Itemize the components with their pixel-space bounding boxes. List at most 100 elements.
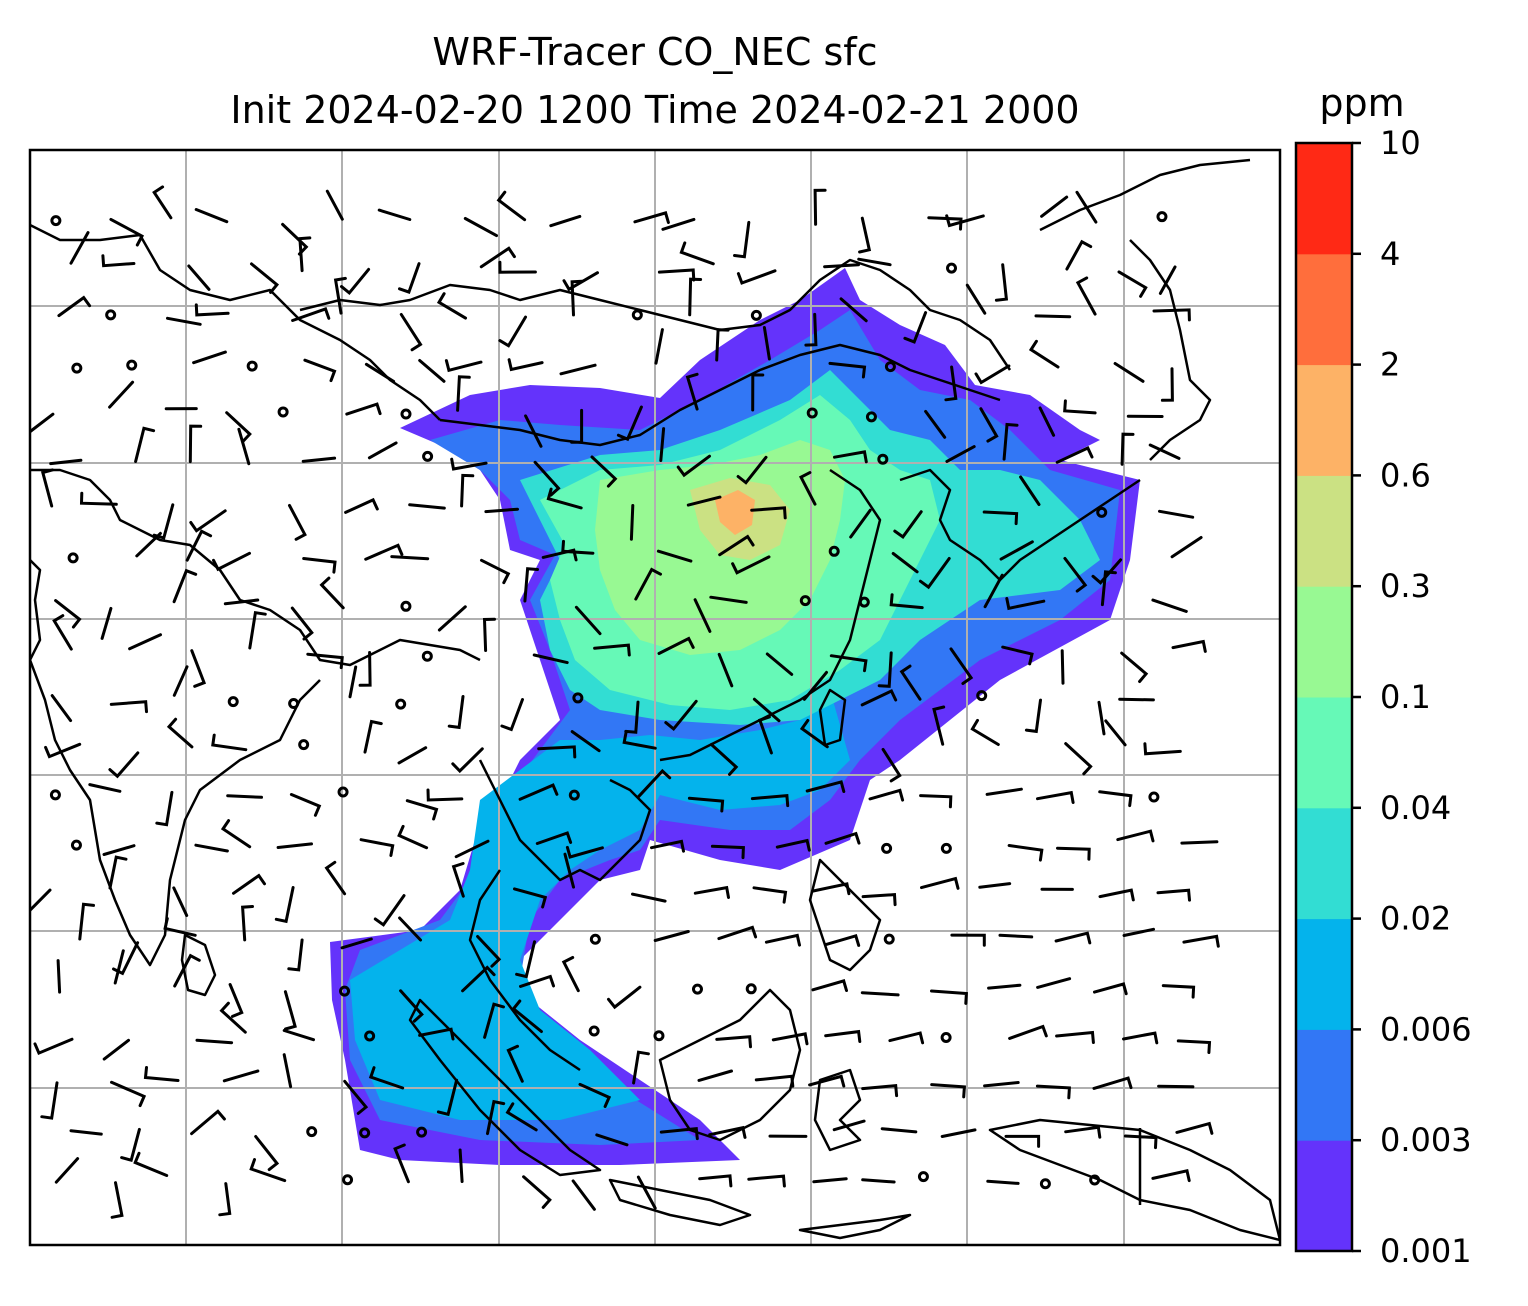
calm-wind-marker	[828, 545, 840, 557]
wind-barb	[211, 733, 248, 752]
wind-barb	[1055, 1030, 1095, 1044]
wind-barb	[1036, 790, 1075, 804]
wind-barb	[999, 540, 1034, 561]
wind-barb	[659, 427, 666, 462]
wind-barb	[479, 246, 516, 269]
wind-barb	[1176, 1039, 1212, 1054]
wind-barb	[752, 886, 788, 904]
colorbar-tick-label: 4	[1380, 235, 1400, 273]
wind-barb	[607, 985, 642, 1010]
philippines	[808, 858, 882, 972]
wind-barb	[155, 790, 174, 827]
wind-barb	[1161, 984, 1196, 999]
wind-barb	[570, 279, 584, 317]
wind-barb	[661, 217, 696, 231]
wind-barb	[172, 886, 189, 917]
map-gridlines	[30, 150, 1280, 1245]
colorbar-segment	[1296, 475, 1352, 587]
wind-barb	[152, 185, 173, 220]
calm-wind-marker	[416, 1126, 428, 1138]
wind-barb	[190, 649, 207, 688]
wind-barb	[574, 605, 602, 636]
wind-barb	[241, 905, 254, 942]
colorbar-segment	[1296, 1140, 1352, 1252]
wind-barb	[54, 1157, 80, 1184]
calm-wind-marker	[750, 309, 762, 321]
wind-barb	[166, 316, 202, 326]
wind-barb	[519, 974, 555, 988]
wind-barb	[687, 796, 725, 813]
wind-barb	[108, 380, 135, 409]
mongolia-border	[299, 258, 1012, 371]
wind-barb	[657, 268, 696, 282]
wind-barb	[833, 450, 868, 464]
wind-barb	[562, 271, 599, 292]
wind-barb	[109, 217, 145, 247]
wind-barb	[1156, 888, 1191, 902]
wind-barb	[978, 882, 1012, 889]
wind-barb	[1075, 190, 1098, 224]
wind-barb	[1152, 308, 1191, 322]
colorbar-segment	[1296, 143, 1352, 255]
wind-barb	[454, 839, 490, 859]
wind-barb	[303, 358, 337, 383]
wind-barb	[1028, 339, 1060, 369]
wind-barb	[945, 214, 985, 228]
wind-barb	[982, 510, 1019, 526]
wind-barb	[333, 276, 347, 315]
calm-wind-marker	[306, 1126, 318, 1138]
wind-barb	[813, 188, 827, 226]
wind-barb	[1120, 432, 1135, 466]
wind-barb	[861, 1178, 896, 1184]
wind-barb	[812, 1177, 848, 1184]
wind-barb	[128, 633, 162, 651]
wind-barb	[1063, 556, 1088, 593]
wind-barb	[187, 264, 211, 291]
wind-barb	[868, 788, 905, 802]
sri-lanka	[180, 933, 217, 997]
wind-barb	[950, 933, 986, 947]
wind-barb	[965, 283, 987, 315]
wind-barb	[983, 1081, 1020, 1088]
calm-wind-marker	[588, 1025, 600, 1037]
wind-barb	[899, 664, 922, 701]
wind-barb	[135, 531, 162, 558]
wind-barb	[418, 359, 446, 383]
wind-barb	[189, 509, 227, 533]
wind-barb	[590, 455, 618, 488]
calm-wind-marker	[70, 839, 82, 851]
china-mongolia-border	[439, 343, 1001, 447]
wind-barb	[344, 497, 379, 514]
wind-barb	[377, 208, 412, 221]
wind-barb	[108, 855, 128, 890]
wind-barb	[343, 1079, 369, 1115]
wind-barb	[1182, 934, 1220, 948]
wind-barb	[289, 793, 322, 817]
wind-barb	[436, 1078, 459, 1117]
wind-barb	[631, 892, 667, 903]
wind-barb	[537, 745, 577, 759]
wind-barb	[399, 313, 423, 352]
wind-barb	[133, 1151, 169, 1177]
wind-barb	[987, 983, 1022, 990]
wind-barb	[1151, 1169, 1191, 1183]
wind-barb	[944, 365, 958, 402]
wind-barb	[860, 991, 900, 997]
calm-wind-marker	[1089, 1174, 1101, 1186]
colorbar-tick-label: 0.3	[1380, 567, 1431, 605]
wind-barb	[571, 1179, 596, 1211]
wind-barb	[624, 700, 640, 734]
wind-barb	[291, 306, 331, 322]
wind-barb	[1001, 645, 1034, 666]
wind-barb	[506, 1044, 524, 1083]
wind-barb	[718, 534, 755, 557]
wind-barb	[736, 455, 768, 485]
wind-barb	[523, 567, 539, 603]
calm-wind-marker	[337, 786, 349, 798]
wind-barb	[697, 1069, 733, 1082]
wind-barb	[765, 652, 794, 676]
calm-wind-marker	[422, 450, 434, 462]
wind-barb	[359, 838, 395, 857]
wind-barb	[559, 363, 597, 376]
wind-barb	[563, 852, 575, 889]
